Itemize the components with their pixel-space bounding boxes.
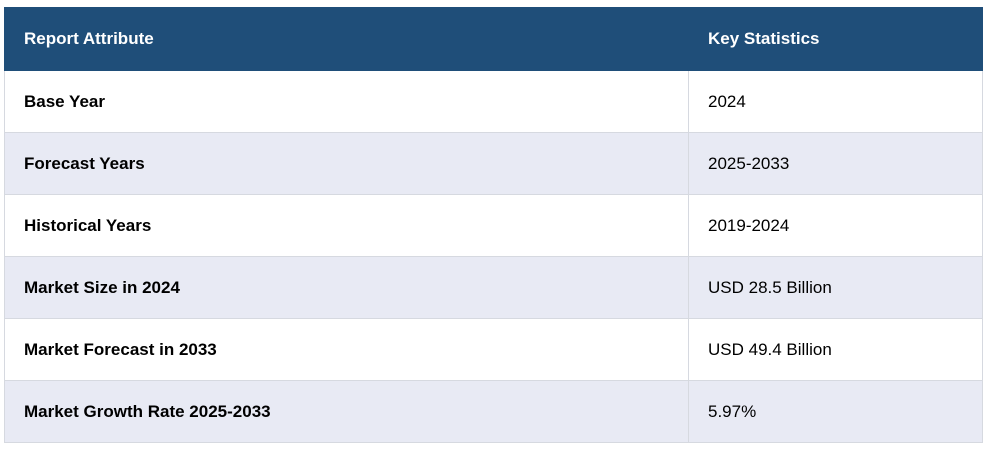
value-cell: 5.97% [688, 380, 983, 443]
header-key-statistics: Key Statistics [688, 7, 983, 71]
table-row: Market Growth Rate 2025-2033 5.97% [4, 380, 983, 443]
value-cell: 2019-2024 [688, 194, 983, 257]
table-row: Market Size in 2024 USD 28.5 Billion [4, 256, 983, 319]
attribute-cell: Market Forecast in 2033 [4, 318, 689, 381]
table-header-row: Report Attribute Key Statistics [4, 7, 983, 71]
report-attributes-table: Report Attribute Key Statistics Base Yea… [4, 7, 983, 443]
table-row: Historical Years 2019-2024 [4, 194, 983, 257]
value-cell: 2025-2033 [688, 132, 983, 195]
value-cell: 2024 [688, 70, 983, 133]
attribute-cell: Historical Years [4, 194, 689, 257]
attribute-cell: Market Growth Rate 2025-2033 [4, 380, 689, 443]
table-row: Base Year 2024 [4, 70, 983, 133]
value-cell: USD 49.4 Billion [688, 318, 983, 381]
attribute-cell: Forecast Years [4, 132, 689, 195]
header-report-attribute: Report Attribute [4, 7, 689, 71]
attribute-cell: Market Size in 2024 [4, 256, 689, 319]
table-row: Market Forecast in 2033 USD 49.4 Billion [4, 318, 983, 381]
table-row: Forecast Years 2025-2033 [4, 132, 983, 195]
attribute-cell: Base Year [4, 70, 689, 133]
report-table-container: Report Attribute Key Statistics Base Yea… [4, 7, 983, 443]
value-cell: USD 28.5 Billion [688, 256, 983, 319]
